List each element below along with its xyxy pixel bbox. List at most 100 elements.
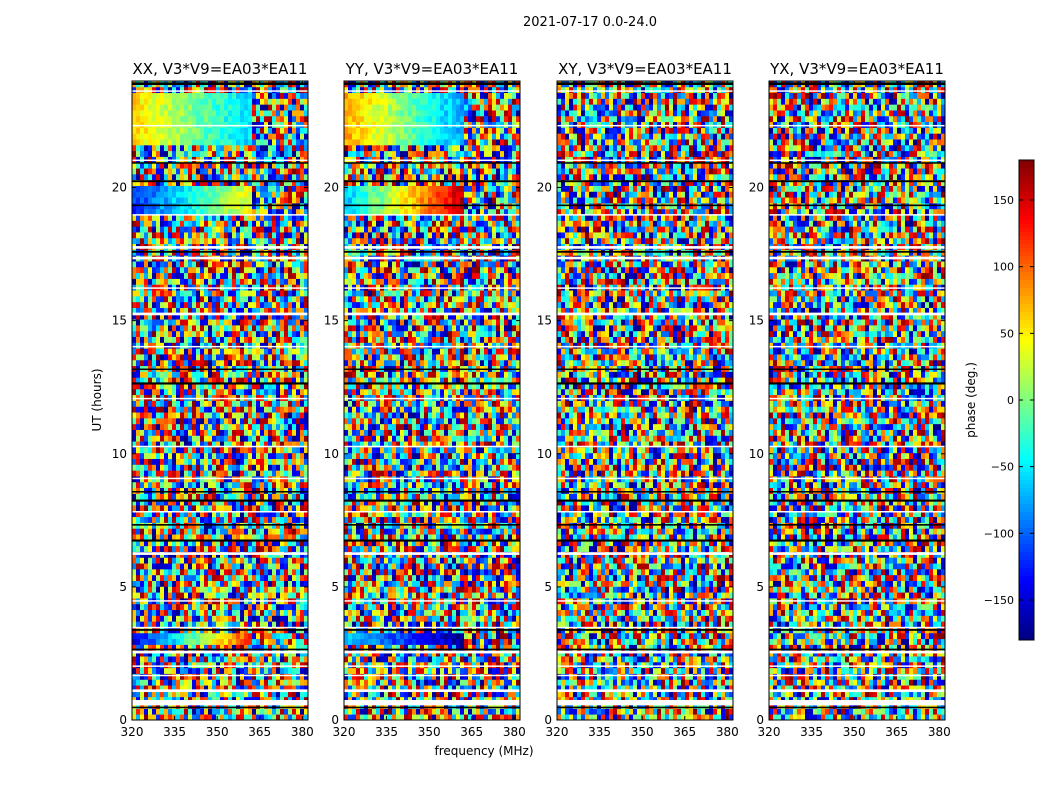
heatmap-cell bbox=[296, 121, 301, 128]
heatmap-cell bbox=[208, 568, 213, 576]
heatmap-cell bbox=[196, 168, 201, 175]
heatmap-cell bbox=[176, 574, 181, 581]
heatmap-cell bbox=[244, 150, 249, 157]
heatmap-cell bbox=[288, 272, 293, 279]
heatmap-cell bbox=[288, 580, 293, 587]
heatmap-cell bbox=[200, 685, 205, 692]
heatmap-cell bbox=[144, 301, 149, 308]
heatmap-cell bbox=[280, 98, 285, 105]
heatmap-cell bbox=[164, 603, 169, 611]
heatmap-cell bbox=[248, 406, 253, 413]
heatmap-cell bbox=[252, 673, 257, 680]
heatmap-cell bbox=[300, 592, 305, 599]
heatmap-cell bbox=[200, 412, 205, 419]
heatmap-cell bbox=[148, 708, 153, 715]
heatmap-cell bbox=[176, 400, 181, 407]
heatmap-cell bbox=[272, 452, 277, 459]
heatmap-cell bbox=[212, 429, 217, 436]
heatmap-cell bbox=[244, 185, 249, 192]
heatmap-cell bbox=[172, 621, 177, 628]
heatmap-cell bbox=[212, 580, 217, 587]
heatmap-cell bbox=[220, 568, 225, 576]
heatmap-cell bbox=[272, 115, 277, 123]
heatmap-cell bbox=[180, 261, 185, 268]
heatmap-cell bbox=[228, 86, 233, 94]
heatmap-cell bbox=[252, 580, 257, 587]
heatmap-cell bbox=[284, 661, 289, 669]
heatmap-cell bbox=[464, 714, 469, 720]
heatmap-cell bbox=[220, 656, 225, 663]
heatmap-cell bbox=[228, 139, 233, 146]
heatmap-cell bbox=[164, 661, 169, 669]
heatmap-cell bbox=[188, 179, 193, 186]
heatmap-cell bbox=[248, 574, 253, 581]
heatmap-cell bbox=[200, 307, 205, 314]
heatmap-cell bbox=[256, 220, 261, 227]
heatmap-cell bbox=[244, 220, 249, 227]
heatmap-cell bbox=[204, 528, 209, 535]
heatmap-cell bbox=[220, 301, 225, 308]
heatmap-cell bbox=[152, 412, 157, 419]
heatmap-cell bbox=[264, 237, 269, 245]
heatmap-cell bbox=[200, 638, 205, 645]
heatmap-cell bbox=[196, 534, 201, 541]
heatmap-cell bbox=[224, 354, 229, 361]
heatmap-cell bbox=[184, 423, 189, 430]
heatmap-cell bbox=[228, 557, 233, 564]
heatmap-cells-1 bbox=[344, 81, 520, 720]
heatmap-cell bbox=[272, 644, 277, 651]
heatmap-cell bbox=[256, 313, 261, 320]
heatmap-cell bbox=[216, 563, 221, 570]
heatmap-cell bbox=[168, 232, 173, 239]
heatmap-cell bbox=[248, 423, 253, 430]
heatmap-cell bbox=[172, 685, 177, 692]
heatmap-cell bbox=[164, 534, 169, 541]
heatmap-cell bbox=[152, 394, 157, 401]
heatmap-cell bbox=[156, 406, 161, 413]
heatmap-cell bbox=[292, 441, 297, 448]
heatmap-cell bbox=[232, 592, 237, 599]
heatmap-cell bbox=[264, 603, 269, 611]
heatmap-cell bbox=[184, 708, 189, 715]
heatmap-cell bbox=[228, 690, 233, 698]
heatmap-cell bbox=[248, 371, 253, 378]
heatmap-cell bbox=[220, 121, 225, 128]
heatmap-cell bbox=[160, 144, 165, 152]
heatmap-cell bbox=[208, 348, 213, 355]
heatmap-cell bbox=[232, 417, 237, 425]
heatmap-cell bbox=[164, 499, 169, 506]
heatmap-cell bbox=[364, 714, 369, 720]
heatmap-cell bbox=[300, 702, 305, 709]
heatmap-cell bbox=[208, 516, 213, 523]
heatmap-cell bbox=[236, 237, 241, 245]
heatmap-cell bbox=[272, 104, 277, 111]
heatmap-cell bbox=[192, 359, 197, 367]
heatmap-cell bbox=[300, 632, 305, 640]
heatmap-cell bbox=[288, 295, 293, 303]
heatmap-cell bbox=[172, 580, 177, 587]
heatmap-cell bbox=[268, 516, 273, 523]
heatmap-cell bbox=[184, 429, 189, 436]
heatmap-cell bbox=[132, 226, 137, 233]
heatmap-cell bbox=[176, 702, 181, 709]
heatmap-cell bbox=[188, 656, 193, 663]
heatmap-cell bbox=[140, 191, 145, 198]
heatmap-cell bbox=[172, 214, 177, 221]
heatmap-cell bbox=[148, 446, 153, 454]
heatmap-cell bbox=[236, 714, 241, 720]
heatmap-cell bbox=[200, 423, 205, 430]
heatmap-cell bbox=[300, 406, 305, 413]
heatmap-cell bbox=[240, 121, 245, 128]
heatmap-cell bbox=[224, 493, 229, 500]
heatmap-cell bbox=[192, 150, 197, 157]
heatmap-cell bbox=[188, 423, 193, 430]
heatmap-cell bbox=[280, 458, 285, 465]
heatmap-cell bbox=[236, 603, 241, 611]
heatmap-cell bbox=[284, 383, 289, 390]
heatmap-cell bbox=[216, 150, 221, 157]
heatmap-cell bbox=[144, 708, 149, 715]
heatmap-cell bbox=[260, 394, 265, 401]
heatmap-cell bbox=[304, 179, 308, 186]
heatmap-cell bbox=[144, 313, 149, 320]
heatmap-cell bbox=[216, 197, 221, 204]
